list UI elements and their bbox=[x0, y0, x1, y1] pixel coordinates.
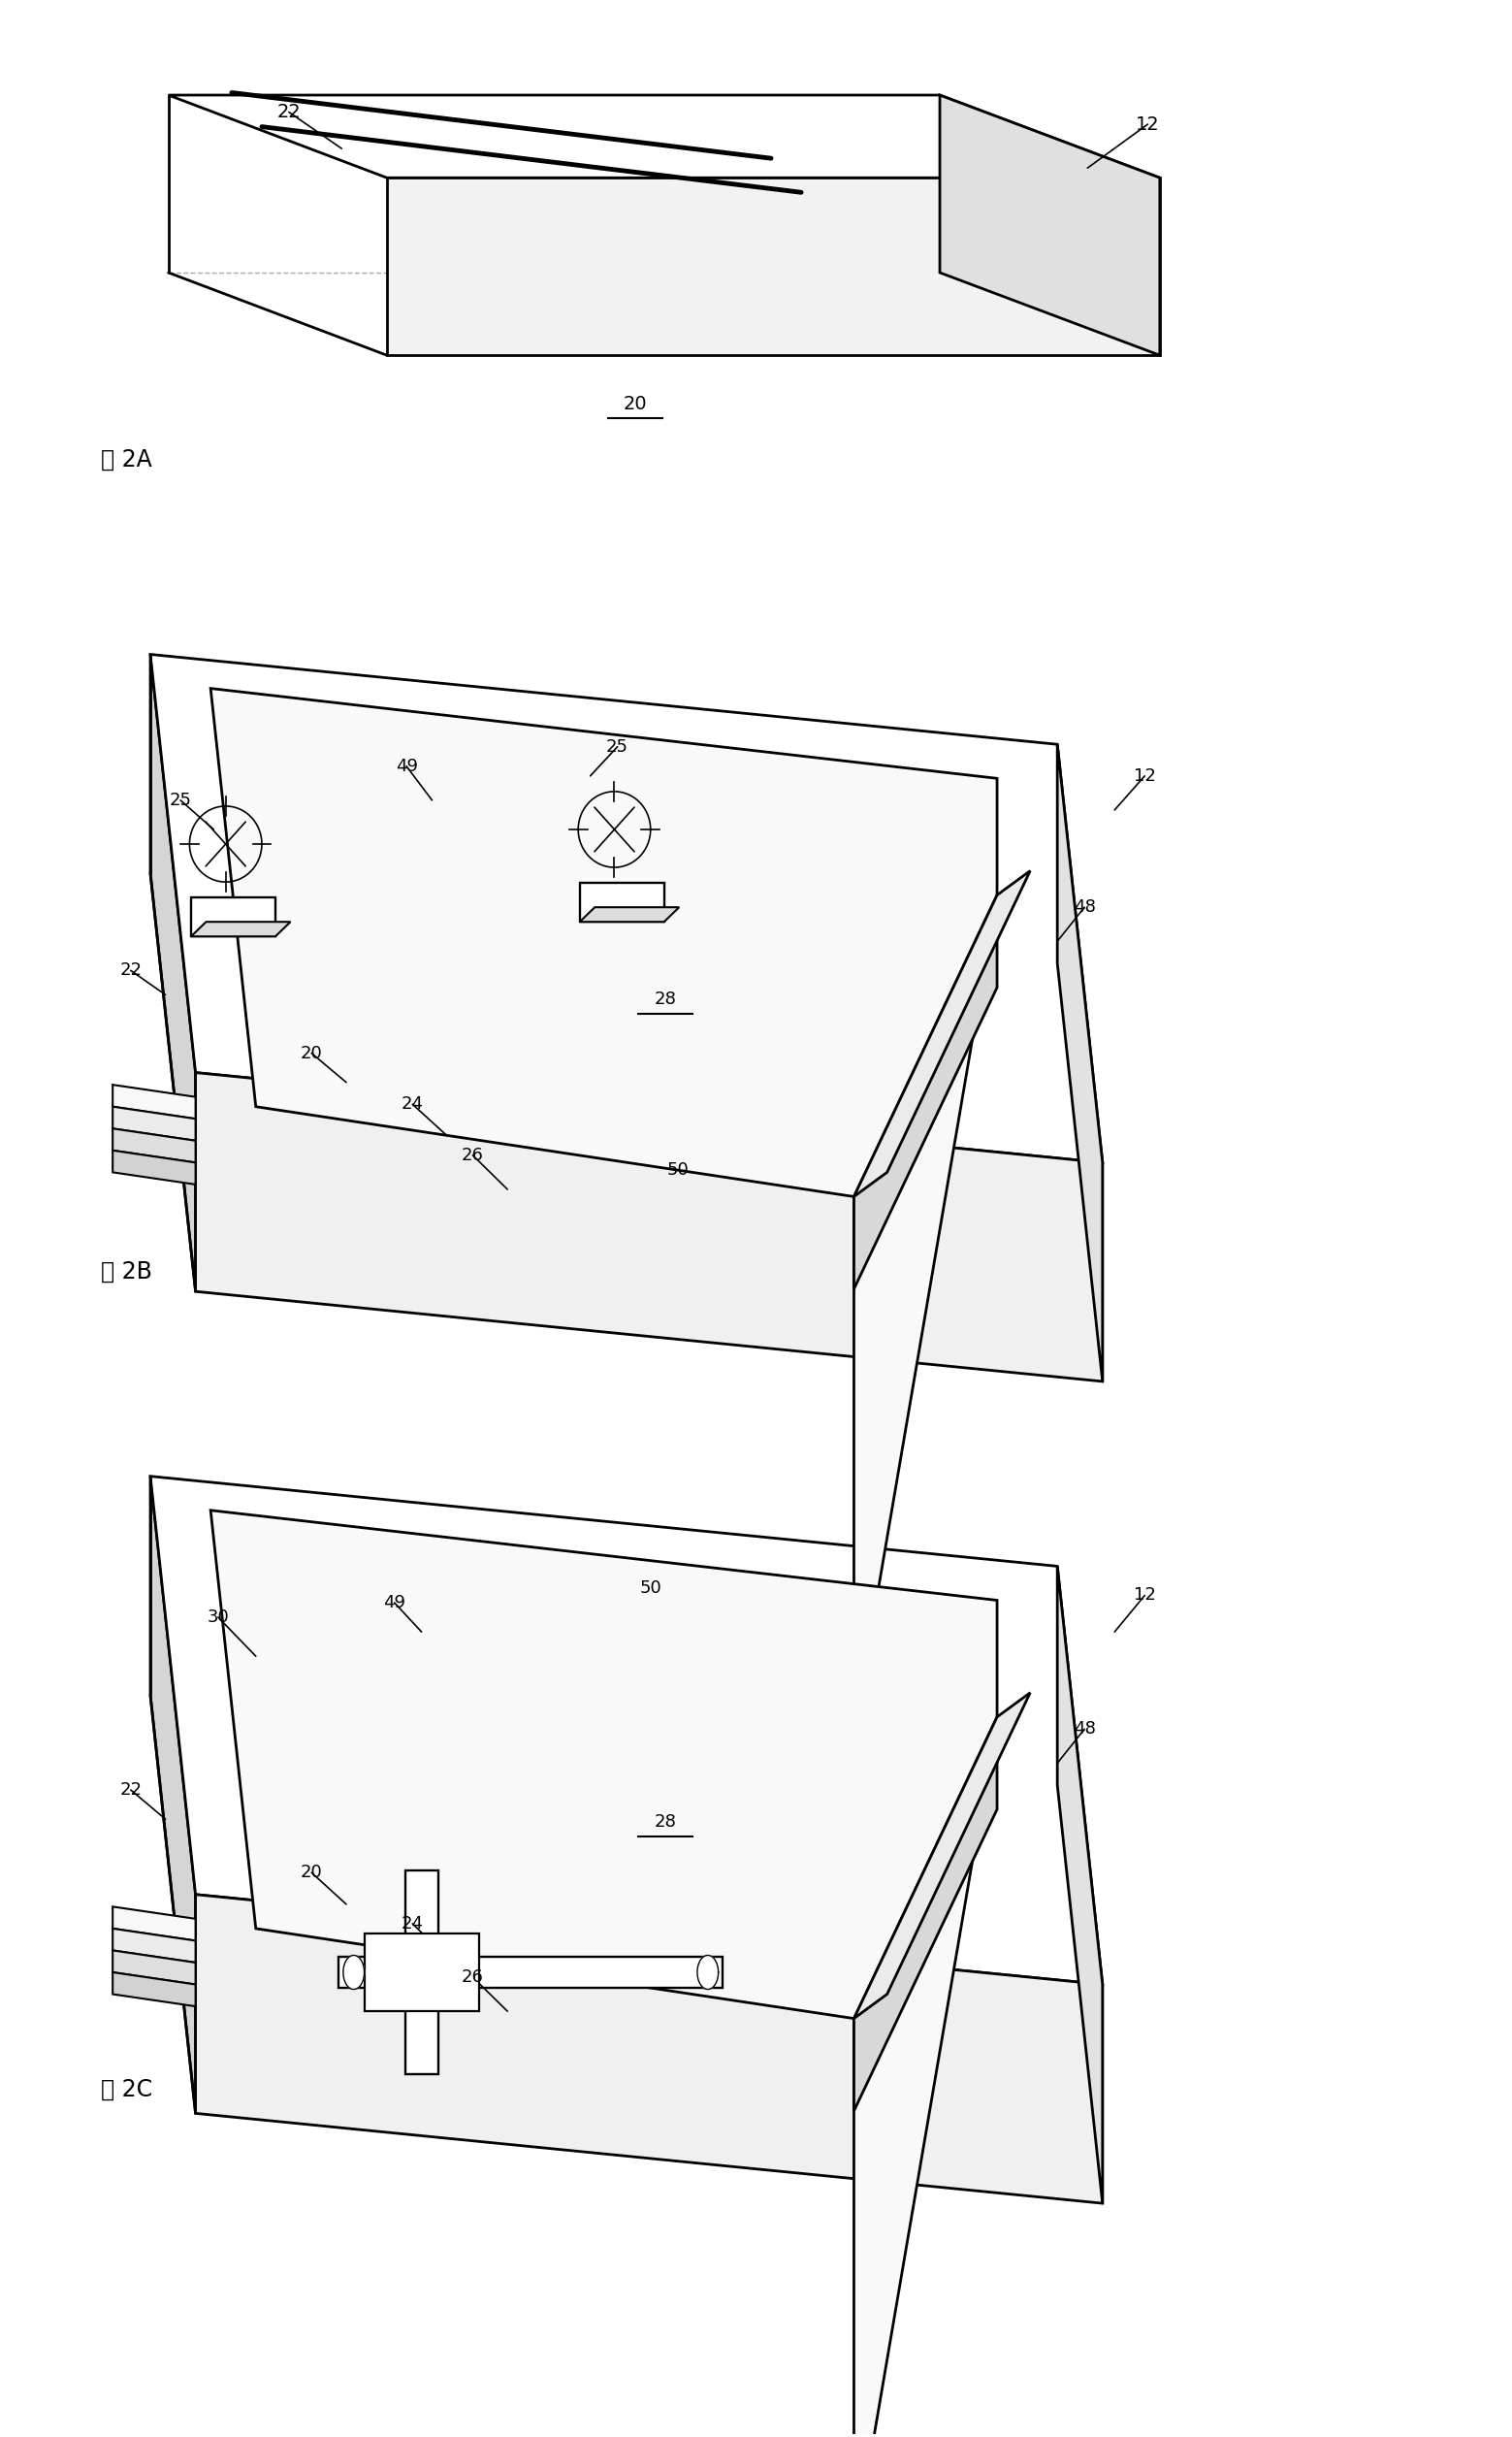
Polygon shape bbox=[854, 1718, 996, 2110]
Text: 图 2A: 图 2A bbox=[101, 448, 151, 470]
Polygon shape bbox=[113, 1950, 195, 1984]
Text: 图 2B: 图 2B bbox=[101, 1260, 151, 1284]
Polygon shape bbox=[854, 894, 996, 1289]
Polygon shape bbox=[113, 1906, 195, 1940]
Text: 26: 26 bbox=[461, 1145, 484, 1165]
Text: 25: 25 bbox=[169, 792, 192, 809]
Text: 22: 22 bbox=[119, 963, 142, 980]
Text: 图 2C: 图 2C bbox=[101, 2076, 153, 2101]
Text: 50: 50 bbox=[640, 1579, 662, 1596]
Polygon shape bbox=[113, 1150, 195, 1184]
Polygon shape bbox=[191, 921, 290, 936]
Text: 12: 12 bbox=[1134, 768, 1155, 785]
Polygon shape bbox=[1057, 743, 1102, 1382]
Text: 49: 49 bbox=[383, 1594, 405, 1611]
Polygon shape bbox=[940, 95, 1160, 356]
Polygon shape bbox=[579, 907, 679, 921]
Text: 12: 12 bbox=[1136, 115, 1160, 134]
Text: 22: 22 bbox=[119, 1781, 142, 1799]
Polygon shape bbox=[150, 1477, 195, 2113]
Text: 28: 28 bbox=[655, 992, 677, 1009]
Polygon shape bbox=[150, 656, 1102, 1162]
Polygon shape bbox=[195, 1894, 1102, 2203]
Text: 50: 50 bbox=[667, 1160, 688, 1180]
Polygon shape bbox=[1057, 1567, 1102, 2203]
Text: 30: 30 bbox=[207, 1608, 230, 1625]
Text: 24: 24 bbox=[401, 1915, 423, 1933]
Polygon shape bbox=[113, 1106, 195, 1141]
Polygon shape bbox=[697, 1954, 718, 1989]
Polygon shape bbox=[387, 178, 1160, 356]
Text: 20: 20 bbox=[301, 1045, 322, 1063]
Polygon shape bbox=[113, 1928, 195, 1962]
Text: 20: 20 bbox=[623, 395, 647, 414]
Text: 24: 24 bbox=[401, 1097, 423, 1114]
Polygon shape bbox=[364, 1933, 479, 2011]
Polygon shape bbox=[113, 1128, 195, 1162]
Polygon shape bbox=[343, 1954, 364, 1989]
Polygon shape bbox=[191, 897, 275, 936]
Polygon shape bbox=[150, 656, 195, 1292]
Polygon shape bbox=[150, 1477, 1102, 1984]
Polygon shape bbox=[854, 1694, 1030, 2018]
Polygon shape bbox=[210, 687, 996, 1733]
Polygon shape bbox=[210, 1511, 996, 2437]
Polygon shape bbox=[854, 870, 1030, 1197]
Text: 28: 28 bbox=[655, 1813, 677, 1830]
Text: 20: 20 bbox=[301, 1864, 322, 1881]
Polygon shape bbox=[168, 95, 1160, 178]
Polygon shape bbox=[195, 1072, 1102, 1382]
Text: 25: 25 bbox=[606, 738, 629, 755]
Polygon shape bbox=[113, 1972, 195, 2006]
Polygon shape bbox=[113, 1084, 195, 1119]
Polygon shape bbox=[339, 1957, 723, 1989]
Text: 12: 12 bbox=[1134, 1586, 1155, 1604]
Text: 48: 48 bbox=[1074, 1721, 1096, 1738]
Polygon shape bbox=[405, 1869, 438, 2074]
Text: 26: 26 bbox=[461, 1969, 484, 1986]
Polygon shape bbox=[579, 882, 664, 921]
Text: 22: 22 bbox=[277, 102, 301, 122]
Text: 48: 48 bbox=[1074, 899, 1096, 916]
Text: 49: 49 bbox=[395, 758, 417, 775]
